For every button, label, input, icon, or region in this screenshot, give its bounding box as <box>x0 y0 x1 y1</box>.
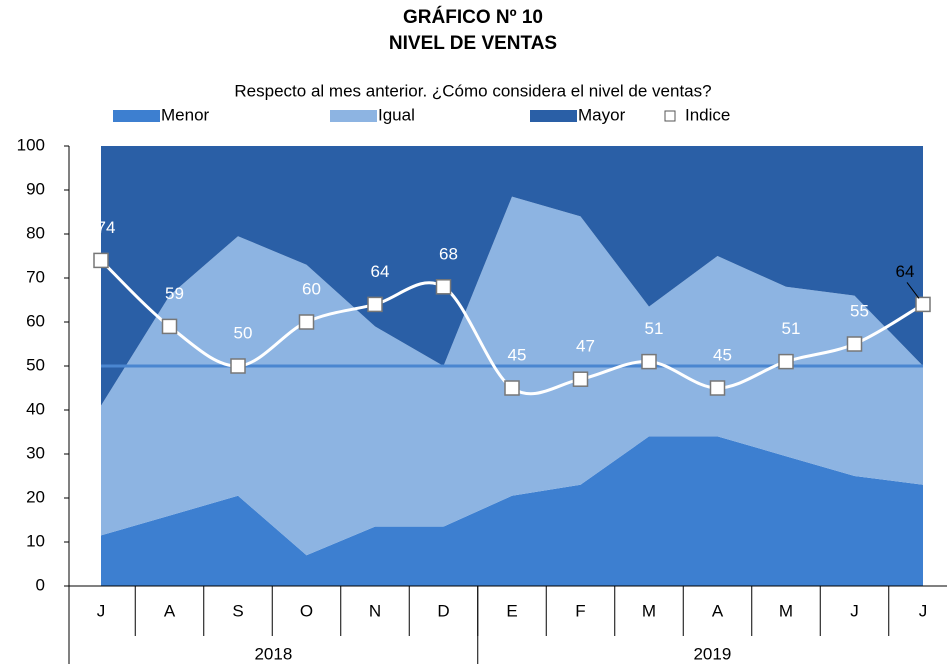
year-label: 2019 <box>693 644 731 663</box>
x-tick-label: J <box>919 601 928 620</box>
legend-label: Mayor <box>578 105 626 124</box>
x-tick-label: N <box>369 601 381 620</box>
data-label: 59 <box>165 284 184 303</box>
area <box>101 196 923 556</box>
x-tick-label: A <box>164 601 176 620</box>
index-marker <box>504 380 520 396</box>
index-marker <box>298 314 315 330</box>
index-marker <box>367 296 383 313</box>
legend-swatch <box>330 110 377 122</box>
x-tick-label: M <box>779 601 793 620</box>
x-tick-label: J <box>850 601 859 620</box>
index-marker <box>709 380 726 396</box>
y-tick-label: 20 <box>26 487 45 506</box>
y-tick-label: 90 <box>26 179 45 198</box>
data-label: 64 <box>896 262 915 281</box>
legend-swatch <box>113 110 160 122</box>
legend-swatch <box>530 110 577 122</box>
index-marker <box>572 371 589 387</box>
data-label: 45 <box>508 345 527 364</box>
y-tick-label: 70 <box>26 267 45 286</box>
year-label: 2018 <box>254 644 292 663</box>
index-marker <box>846 336 863 352</box>
legend-label: Indice <box>685 105 730 124</box>
y-tick-label: 30 <box>26 443 45 462</box>
index-marker <box>915 296 931 313</box>
leader-line <box>906 282 920 299</box>
index-marker <box>161 318 178 335</box>
y-tick-label: 40 <box>26 399 45 418</box>
y-tick-label: 0 <box>36 575 45 594</box>
data-label: 74 <box>97 218 116 237</box>
legend-label: Igual <box>378 105 415 124</box>
data-label: 60 <box>302 279 321 298</box>
x-tick-label: A <box>712 601 724 620</box>
chart-note: Respecto al mes anterior. ¿Cómo consider… <box>234 81 711 100</box>
data-label: 50 <box>234 323 253 342</box>
index-marker <box>778 353 794 370</box>
chart-subtitle: NIVEL DE VENTAS <box>389 33 557 54</box>
y-tick-label: 60 <box>26 311 45 330</box>
x-tick-label: D <box>437 601 449 620</box>
y-tick-label: 80 <box>26 223 45 242</box>
x-tick-label: F <box>575 601 585 620</box>
y-tick-label: 10 <box>26 531 45 550</box>
index-marker <box>230 358 246 374</box>
data-label: 55 <box>850 301 869 320</box>
area <box>101 436 923 586</box>
data-label: 51 <box>782 319 801 338</box>
data-label: 68 <box>439 244 458 263</box>
index-marker <box>435 279 452 295</box>
x-tick-label: S <box>232 601 243 620</box>
data-label: 64 <box>371 262 390 281</box>
chart-title: GRÁFICO Nº 10 <box>403 6 543 28</box>
x-tick-label: J <box>97 601 106 620</box>
x-tick-label: O <box>300 601 313 620</box>
x-tick-label: E <box>506 601 517 620</box>
legend-marker <box>664 110 676 122</box>
y-tick-label: 50 <box>26 355 45 374</box>
y-tick-label: 100 <box>17 135 45 154</box>
data-label: 51 <box>645 319 664 338</box>
index-marker <box>641 353 657 370</box>
data-label: 47 <box>576 337 595 356</box>
legend-label: Menor <box>161 105 210 124</box>
data-label: 45 <box>713 345 732 364</box>
area <box>101 146 923 406</box>
index-marker <box>93 252 109 269</box>
x-tick-label: M <box>642 601 656 620</box>
